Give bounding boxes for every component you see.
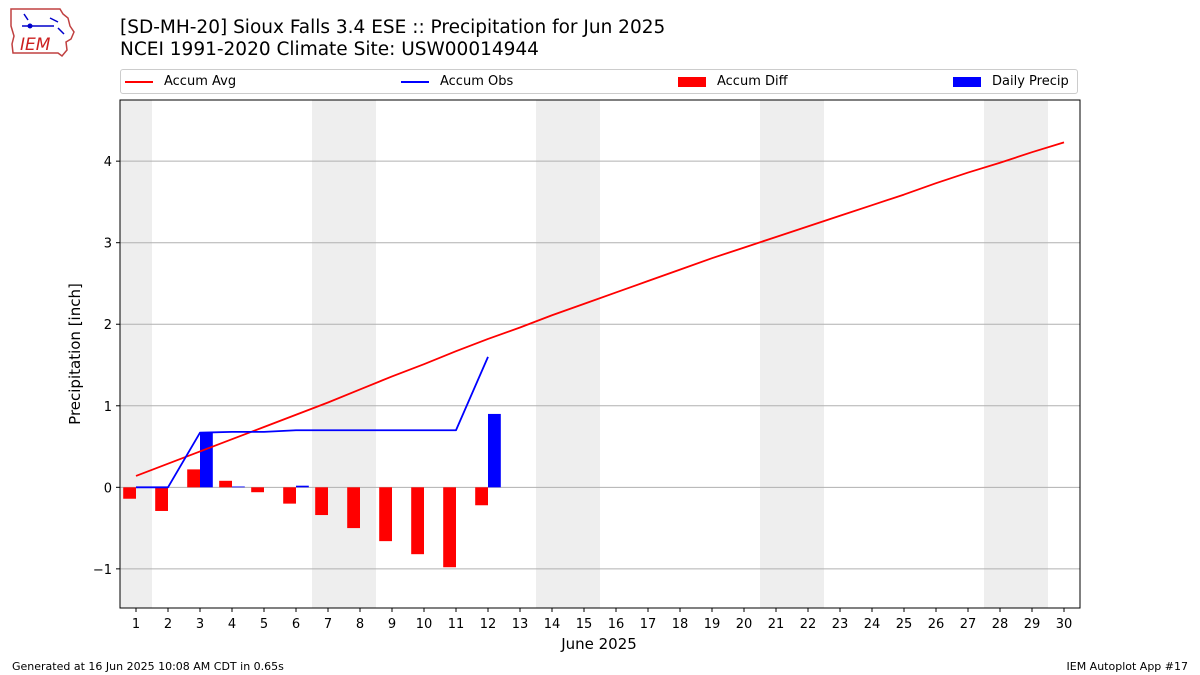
y-tick-label-0: 0 xyxy=(104,481,112,496)
x-tick-label-8: 8 xyxy=(356,617,364,632)
footer-app-id: IEM Autoplot App #17 xyxy=(1066,660,1189,673)
footer-generated: Generated at 16 Jun 2025 10:08 AM CDT in… xyxy=(12,660,284,673)
svg-text:IEM: IEM xyxy=(20,35,51,55)
x-tick-label-4: 4 xyxy=(228,617,236,632)
bar-daily-precip-day-6 xyxy=(296,485,309,488)
line-accum-avg xyxy=(135,141,1065,477)
x-tick-label-15: 15 xyxy=(576,617,593,632)
legend-item-accum-avg: Accum Avg xyxy=(125,70,236,93)
bar-accum-diff-day-9 xyxy=(379,487,392,542)
y-tick-label-1: 1 xyxy=(104,400,112,415)
bar-accum-diff-day-1 xyxy=(123,487,136,499)
x-tick-label-24: 24 xyxy=(864,617,881,632)
x-tick-label-30: 30 xyxy=(1056,617,1073,632)
x-axis-label: June 2025 xyxy=(560,635,637,653)
iem-logo: IEM xyxy=(8,6,80,58)
x-tick-label-14: 14 xyxy=(544,617,561,632)
axes xyxy=(119,99,1081,609)
y-tick-label-2: 2 xyxy=(104,318,112,333)
x-tick-label-3: 3 xyxy=(196,617,204,632)
bars xyxy=(123,413,501,568)
bar-accum-diff-day-4 xyxy=(219,480,232,488)
weekend-band-29 xyxy=(1016,100,1048,608)
y-gridlines xyxy=(120,160,1080,570)
bar-accum-diff-day-3 xyxy=(187,469,200,488)
line-accum-obs xyxy=(136,356,489,489)
x-tick-label-7: 7 xyxy=(324,617,332,632)
x-tick-label-22: 22 xyxy=(800,617,817,632)
legend-swatch-accum-obs xyxy=(401,80,429,83)
legend: Accum Avg Accum Obs Accum Diff Daily Pre… xyxy=(120,69,1078,94)
bar-accum-diff-day-2 xyxy=(155,487,168,511)
weekend-shading xyxy=(120,100,1048,608)
legend-swatch-accum-diff xyxy=(678,76,706,87)
bar-daily-precip-day-3 xyxy=(200,432,213,488)
x-tick-label-11: 11 xyxy=(448,617,465,632)
legend-label-accum-avg: Accum Avg xyxy=(164,74,237,89)
y-axis-label: Precipitation [inch] xyxy=(66,283,84,425)
lines xyxy=(135,141,1065,489)
x-tick-label-20: 20 xyxy=(736,617,753,632)
y-tick-label-3: 3 xyxy=(104,237,112,252)
bar-accum-diff-day-11 xyxy=(443,487,456,568)
legend-item-accum-diff: Accum Diff xyxy=(678,70,788,93)
bar-accum-diff-day-5 xyxy=(251,487,264,493)
bar-accum-diff-day-7 xyxy=(315,487,328,516)
legend-item-accum-obs: Accum Obs xyxy=(401,70,513,93)
x-tick-label-1: 1 xyxy=(132,617,140,632)
chart-title: [SD-MH-20] Sioux Falls 3.4 ESE :: Precip… xyxy=(120,17,666,38)
weekend-band-21 xyxy=(760,100,792,608)
bar-accum-diff-day-8 xyxy=(347,487,360,529)
weekend-band-22 xyxy=(792,100,824,608)
x-tick-label-13: 13 xyxy=(512,617,529,632)
y-tick-label--1: −1 xyxy=(93,563,112,578)
x-tick-label-28: 28 xyxy=(992,617,1009,632)
x-tick-label-23: 23 xyxy=(832,617,849,632)
weekend-band-1 xyxy=(120,100,152,608)
x-tick-label-19: 19 xyxy=(704,617,721,632)
weekend-band-8 xyxy=(344,100,376,608)
bar-daily-precip-day-12 xyxy=(488,413,501,488)
weekend-band-28 xyxy=(984,100,1016,608)
bar-accum-diff-day-10 xyxy=(411,487,424,555)
legend-label-accum-diff: Accum Diff xyxy=(717,74,788,89)
x-tick-label-6: 6 xyxy=(292,617,300,632)
x-tick-label-9: 9 xyxy=(388,617,396,632)
chart-subtitle: NCEI 1991-2020 Climate Site: USW00014944 xyxy=(120,39,539,60)
plot-frame xyxy=(119,99,1081,609)
bar-accum-diff-day-12 xyxy=(475,487,488,506)
x-tick-label-12: 12 xyxy=(480,617,497,632)
legend-item-daily-precip: Daily Precip xyxy=(953,70,1069,93)
x-tick-label-10: 10 xyxy=(416,617,433,632)
x-tick-label-27: 27 xyxy=(960,617,977,632)
bar-daily-precip-day-4 xyxy=(232,486,245,488)
weekend-band-14 xyxy=(536,100,568,608)
weekend-band-15 xyxy=(568,100,600,608)
weekend-band-7 xyxy=(312,100,344,608)
legend-swatch-accum-avg xyxy=(125,80,153,83)
x-tick-label-2: 2 xyxy=(164,617,172,632)
bar-accum-diff-day-6 xyxy=(283,487,296,504)
legend-label-daily-precip: Daily Precip xyxy=(992,74,1069,89)
x-tick-label-21: 21 xyxy=(768,617,785,632)
x-tick-label-25: 25 xyxy=(896,617,913,632)
x-tick-label-17: 17 xyxy=(640,617,657,632)
x-tick-label-26: 26 xyxy=(928,617,945,632)
legend-label-accum-obs: Accum Obs xyxy=(440,74,514,89)
x-tick-label-16: 16 xyxy=(608,617,625,632)
y-tick-label-4: 4 xyxy=(104,155,112,170)
x-tick-label-5: 5 xyxy=(260,617,268,632)
legend-swatch-daily-precip xyxy=(953,76,981,87)
x-tick-label-29: 29 xyxy=(1024,617,1041,632)
x-tick-label-18: 18 xyxy=(672,617,689,632)
